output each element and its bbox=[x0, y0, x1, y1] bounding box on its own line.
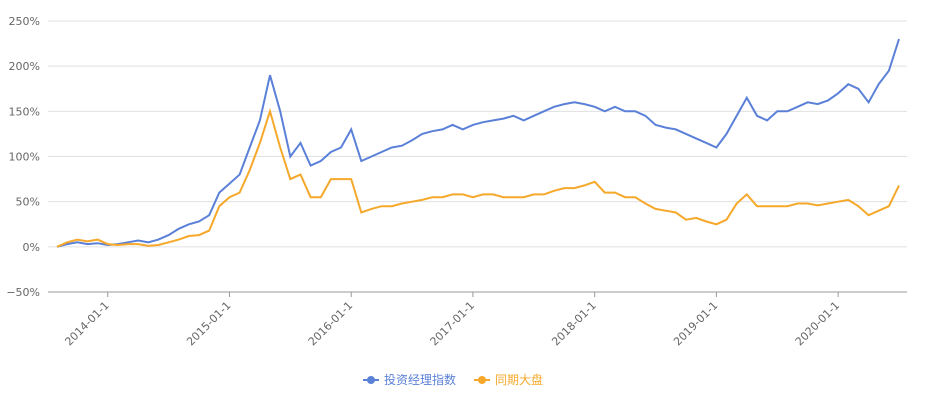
legend-label: 投资经理指数 bbox=[384, 372, 456, 387]
legend-marker bbox=[367, 376, 375, 384]
y-tick-label: 0% bbox=[23, 241, 40, 254]
line-series bbox=[56, 107, 900, 248]
legend-marker bbox=[478, 376, 487, 384]
legend: 投资经理指数 同期大盘 bbox=[363, 372, 543, 387]
x-tick-label: 2016-01-1 bbox=[306, 299, 355, 348]
y-tick-label: 100% bbox=[9, 151, 40, 164]
x-tick-label: 2020-01-1 bbox=[793, 299, 842, 348]
x-tick-label: 2018-01-1 bbox=[549, 299, 598, 348]
x-tick-label: 2015-01-1 bbox=[184, 299, 233, 348]
x-tick-label: 2014-01-1 bbox=[62, 299, 111, 348]
y-tick-label: 250% bbox=[9, 15, 40, 28]
y-tick-label: 50% bbox=[16, 196, 40, 209]
y-tick-label: 150% bbox=[9, 105, 40, 118]
x-tick-label: 2019-01-1 bbox=[671, 299, 720, 348]
y-tick-label: 200% bbox=[9, 60, 40, 73]
y-tick-label: −50% bbox=[6, 286, 40, 299]
legend-label: 同期大盘 bbox=[495, 372, 543, 387]
line-series bbox=[56, 38, 900, 248]
x-tick-label: 2017-01-1 bbox=[428, 299, 477, 348]
